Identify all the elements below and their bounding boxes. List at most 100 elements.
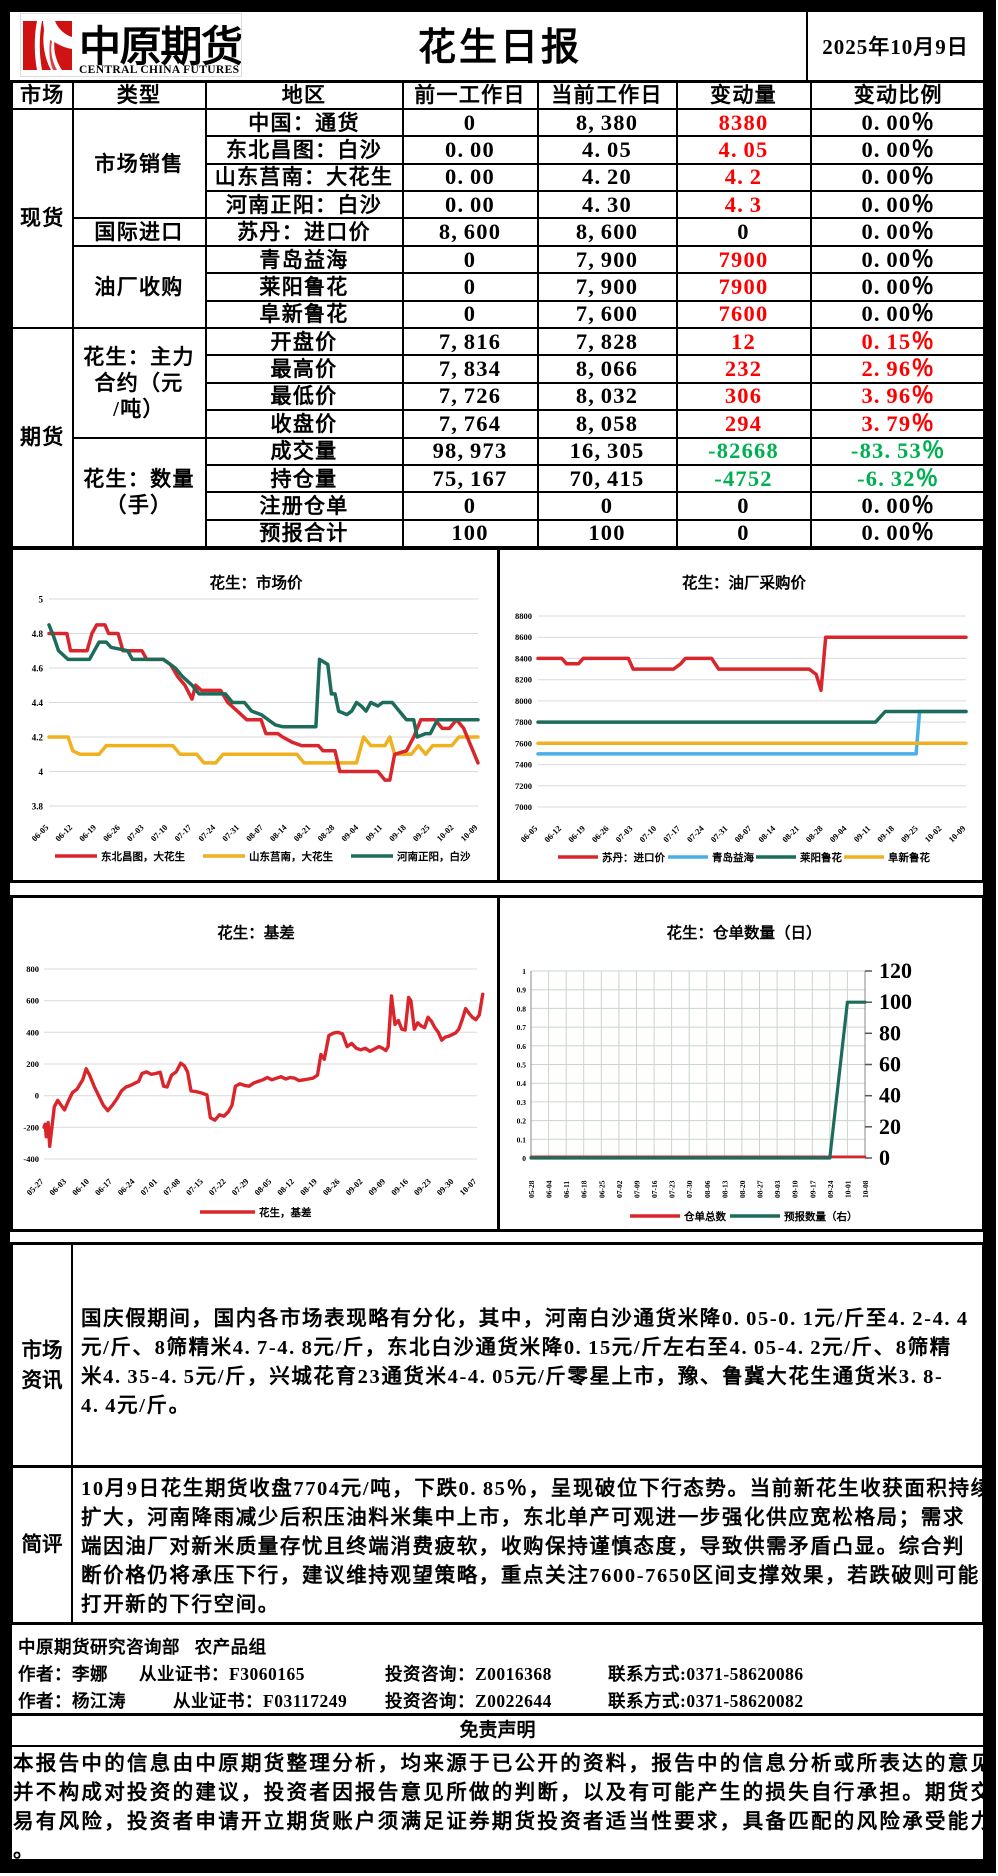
svg-text:0.1: 0.1 — [517, 1135, 527, 1144]
svg-text:07-15: 07-15 — [184, 1176, 205, 1197]
svg-text:08-07: 08-07 — [244, 822, 266, 844]
svg-text:05-28: 05-28 — [527, 1180, 536, 1198]
svg-text:4.4: 4.4 — [32, 698, 44, 708]
svg-text:07-03: 07-03 — [613, 823, 634, 844]
svg-text:100: 100 — [879, 989, 912, 1014]
svg-text:苏丹：进口价: 苏丹：进口价 — [602, 851, 665, 864]
svg-text:40: 40 — [879, 1083, 901, 1108]
svg-text:400: 400 — [26, 1027, 39, 1037]
svg-text:600: 600 — [26, 996, 39, 1006]
svg-text:06-24: 06-24 — [116, 1176, 138, 1198]
svg-text:4.8: 4.8 — [32, 629, 44, 639]
svg-text:200: 200 — [26, 1059, 39, 1069]
svg-text:0: 0 — [879, 1145, 890, 1170]
svg-text:09-25: 09-25 — [899, 823, 920, 844]
svg-text:河南正阳，白沙: 河南正阳，白沙 — [397, 850, 471, 863]
svg-text:06-19: 06-19 — [566, 823, 587, 844]
svg-text:09-25: 09-25 — [411, 822, 432, 843]
svg-text:0.6: 0.6 — [517, 1042, 527, 1051]
svg-text:06-12: 06-12 — [542, 823, 563, 844]
svg-text:7400: 7400 — [515, 760, 532, 770]
svg-text:07-16: 07-16 — [650, 1180, 659, 1198]
svg-text:08-26: 08-26 — [321, 1176, 342, 1197]
svg-text:120: 120 — [879, 958, 912, 983]
svg-text:0.4: 0.4 — [517, 1079, 527, 1088]
svg-text:06-03: 06-03 — [47, 1176, 68, 1197]
svg-text:08-13: 08-13 — [720, 1180, 729, 1198]
svg-text:07-31: 07-31 — [709, 823, 730, 844]
svg-text:10-09: 10-09 — [458, 822, 479, 843]
svg-text:1: 1 — [522, 967, 526, 976]
svg-text:07-02: 07-02 — [615, 1180, 624, 1198]
svg-text:05-27: 05-27 — [24, 1176, 46, 1198]
svg-text:仓单总数: 仓单总数 — [683, 1210, 726, 1223]
svg-text:10-07: 10-07 — [457, 1176, 479, 1198]
svg-text:山东莒南，大花生: 山东莒南，大花生 — [249, 850, 333, 863]
svg-text:08-14: 08-14 — [756, 823, 778, 845]
svg-text:08-06: 08-06 — [703, 1180, 712, 1198]
svg-text:7800: 7800 — [515, 717, 532, 727]
svg-text:花生：仓单数量（日）: 花生：仓单数量（日） — [666, 923, 821, 942]
svg-text:08-19: 08-19 — [298, 1176, 319, 1197]
svg-text:09-18: 09-18 — [875, 823, 896, 844]
svg-text:60: 60 — [879, 1052, 901, 1077]
svg-text:09-18: 09-18 — [387, 822, 408, 843]
svg-text:08-21: 08-21 — [292, 822, 313, 843]
svg-text:8200: 8200 — [515, 675, 532, 685]
svg-text:08-28: 08-28 — [804, 823, 825, 844]
svg-text:09-24: 09-24 — [826, 1180, 835, 1198]
svg-text:8400: 8400 — [515, 653, 532, 663]
svg-text:07-03: 07-03 — [125, 822, 146, 843]
svg-text:06-26: 06-26 — [101, 822, 122, 843]
svg-text:09-09: 09-09 — [366, 1176, 387, 1197]
svg-text:4.2: 4.2 — [32, 733, 44, 743]
svg-text:06-18: 06-18 — [580, 1180, 589, 1198]
svg-text:09-30: 09-30 — [435, 1176, 456, 1197]
svg-text:80: 80 — [879, 1020, 901, 1045]
svg-text:3.8: 3.8 — [32, 802, 44, 812]
svg-text:06-19: 06-19 — [77, 822, 98, 843]
svg-text:10-08: 10-08 — [861, 1180, 870, 1198]
svg-text:0.2: 0.2 — [517, 1117, 527, 1126]
svg-text:0: 0 — [35, 1091, 39, 1101]
svg-text:7200: 7200 — [515, 781, 532, 791]
svg-text:20: 20 — [879, 1114, 901, 1139]
svg-text:预报数量（右）: 预报数量（右） — [784, 1210, 858, 1223]
svg-text:0.5: 0.5 — [517, 1061, 527, 1070]
svg-text:09-11: 09-11 — [852, 823, 873, 844]
svg-text:中原期货: 中原期货 — [79, 24, 241, 71]
svg-text:莱阳鲁花: 莱阳鲁花 — [799, 851, 842, 864]
svg-text:10-02: 10-02 — [923, 823, 944, 844]
svg-text:0.9: 0.9 — [517, 986, 527, 995]
svg-text:09-04: 09-04 — [827, 823, 849, 845]
svg-text:4: 4 — [39, 767, 44, 777]
svg-text:CENTRAL CHINA FUTURES: CENTRAL CHINA FUTURES — [79, 64, 239, 76]
svg-text:06-10: 06-10 — [70, 1176, 91, 1197]
svg-text:09-02: 09-02 — [343, 1176, 364, 1197]
svg-text:09-11: 09-11 — [363, 822, 384, 843]
svg-text:5: 5 — [39, 595, 44, 605]
svg-text:8800: 8800 — [515, 611, 532, 621]
svg-text:07-31: 07-31 — [220, 822, 241, 843]
svg-text:-200: -200 — [23, 1122, 39, 1132]
svg-text:07-10: 07-10 — [637, 823, 658, 844]
svg-text:0.3: 0.3 — [517, 1098, 527, 1107]
svg-text:花生：油厂采购价: 花生：油厂采购价 — [682, 573, 807, 592]
svg-text:08-27: 08-27 — [756, 1180, 765, 1198]
svg-text:阜新鲁花: 阜新鲁花 — [888, 851, 930, 864]
svg-text:07-01: 07-01 — [138, 1176, 159, 1197]
svg-text:花生：市场价: 花生：市场价 — [209, 573, 303, 592]
svg-text:08-05: 08-05 — [252, 1176, 273, 1197]
svg-text:07-17: 07-17 — [661, 823, 683, 845]
svg-text:花生，基差: 花生，基差 — [259, 1206, 312, 1219]
svg-text:8000: 8000 — [515, 696, 532, 706]
svg-text:08-07: 08-07 — [732, 823, 754, 845]
svg-text:06-05: 06-05 — [518, 823, 539, 844]
svg-text:06-05: 06-05 — [29, 822, 50, 843]
svg-text:09-17: 09-17 — [808, 1180, 817, 1198]
svg-text:09-23: 09-23 — [412, 1176, 433, 1197]
svg-text:800: 800 — [26, 964, 39, 974]
svg-text:10-01: 10-01 — [843, 1180, 852, 1198]
svg-text:06-12: 06-12 — [53, 822, 74, 843]
svg-text:07-24: 07-24 — [196, 822, 218, 844]
